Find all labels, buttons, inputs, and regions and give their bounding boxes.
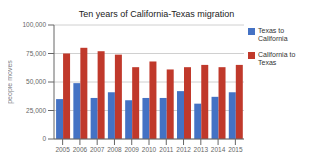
svg-text:2013: 2013 [194,146,209,153]
svg-text:0: 0 [42,135,46,142]
svg-text:50,000: 50,000 [26,78,46,85]
svg-text:75,000: 75,000 [26,50,46,57]
svg-text:2007: 2007 [90,146,105,153]
svg-text:2015: 2015 [228,146,243,153]
svg-text:2009: 2009 [124,146,139,153]
svg-text:2010: 2010 [142,146,157,153]
svg-text:25,000: 25,000 [26,107,46,114]
svg-text:2006: 2006 [73,146,88,153]
svg-text:100,000: 100,000 [23,21,47,28]
svg-text:people moves: people moves [8,60,14,104]
html-text:Ten years of California-Texas: Ten years of California-Texas migration [78,9,235,19]
svg-text:2014: 2014 [211,146,226,153]
html-text:California to Texas: California to Texas [258,51,296,66]
svg-text:2012: 2012 [176,146,191,153]
html-text:Texas to California: Texas to California [258,27,288,42]
svg-text:2011: 2011 [159,146,173,153]
svg-text:2005: 2005 [55,146,70,153]
svg-text:2008: 2008 [107,146,122,153]
